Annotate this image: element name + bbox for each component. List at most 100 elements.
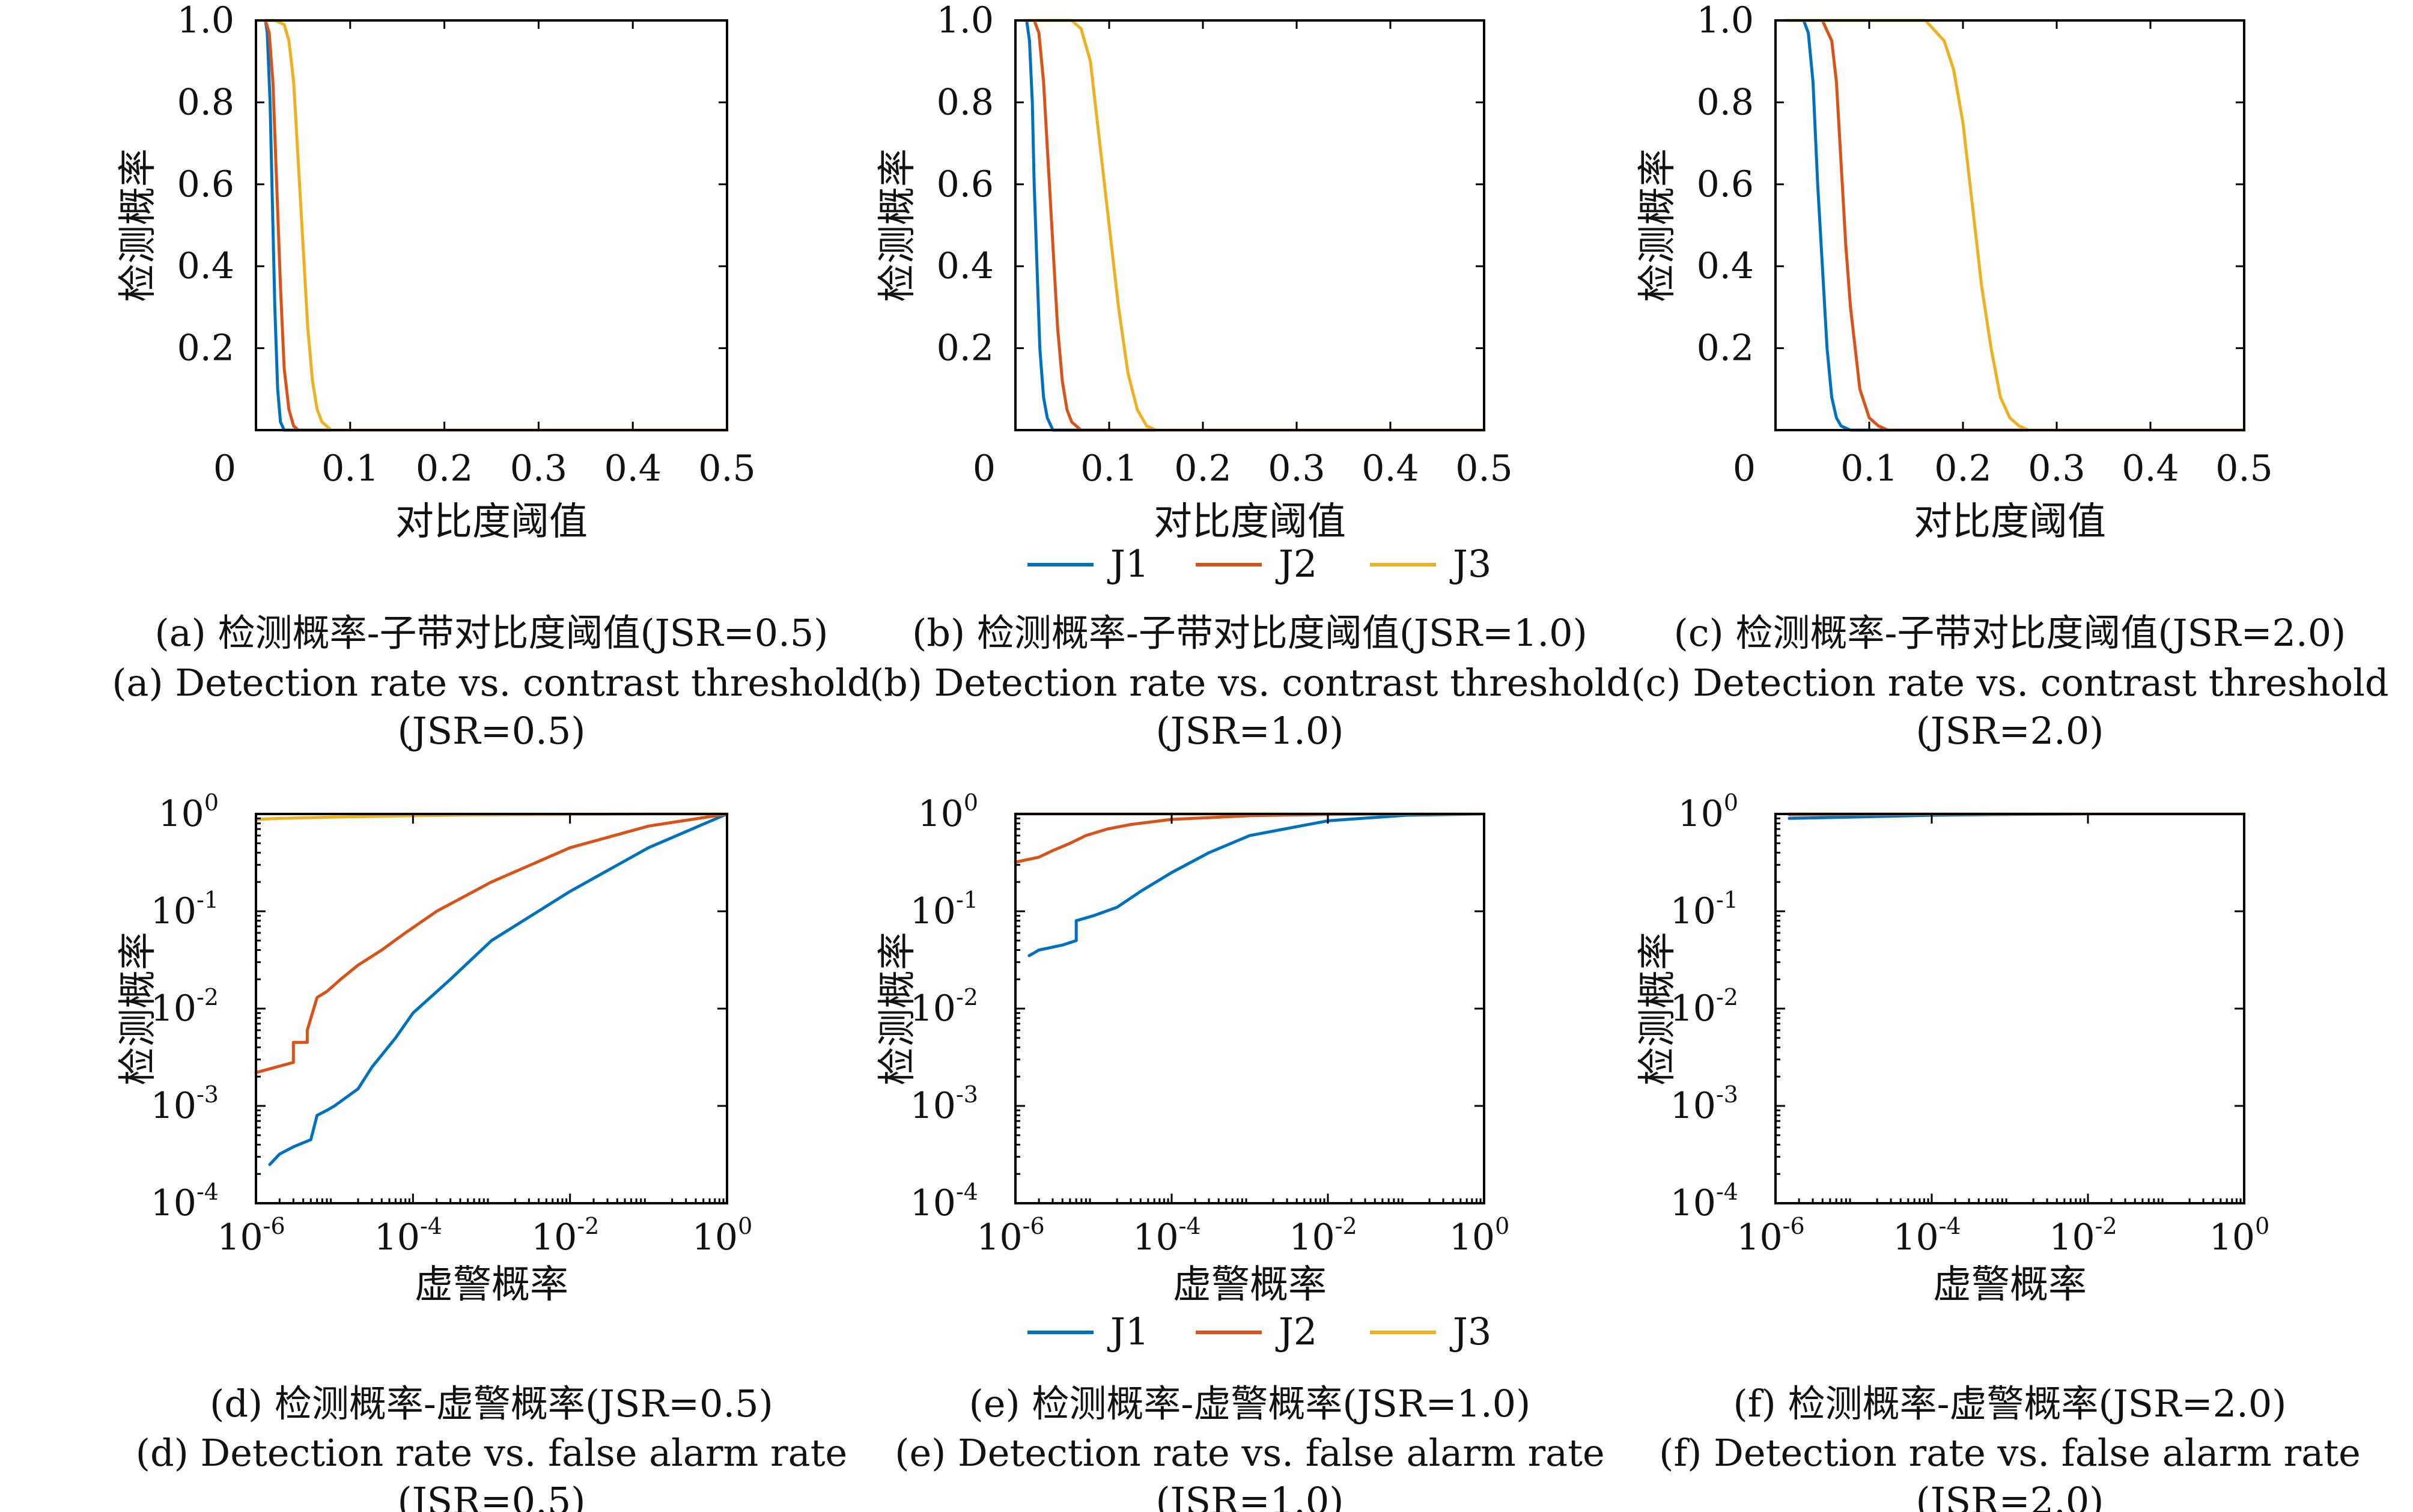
y-tick-label: 10-2 (1670, 984, 1738, 1030)
x-tick-label: 10-6 (217, 1213, 285, 1258)
axes-frame (255, 813, 728, 1204)
series-line-j2 (1023, 19, 1486, 432)
series-line-j1 (268, 812, 729, 1166)
y-tick-label: 10-1 (910, 887, 978, 932)
x-tick-label: 10-2 (1289, 1213, 1357, 1258)
y-tick-label: 10-4 (151, 1179, 219, 1224)
y-tick-label: 100 (917, 789, 978, 835)
y-tick-label: 0.4 (937, 245, 994, 287)
x-tick-label: 0.5 (1455, 448, 1512, 490)
caption-cn: (f) 检测概率-虚警概率(JSR=2.0) (1733, 1382, 2287, 1425)
y-tick-label: 0.8 (1697, 81, 1754, 123)
caption-en: (d) Detection rate vs. false alarm rate (136, 1431, 847, 1475)
y-axis-label: 检测概率 (116, 148, 160, 302)
caption-en-jsr: (JSR=1.0) (1156, 709, 1344, 753)
x-tick-label: 0.4 (2122, 448, 2179, 490)
y-tick-label: 0.4 (177, 245, 234, 287)
legend-label-j2: J2 (1275, 1310, 1317, 1353)
x-axis-label: 对比度阈值 (1154, 500, 1346, 544)
legend-label-j2: J2 (1275, 542, 1317, 586)
series-line-j1 (264, 19, 729, 432)
y-tick-label: 0.2 (937, 327, 994, 369)
x-tick-label: 10-4 (374, 1213, 442, 1258)
x-tick-label: 10-6 (1736, 1213, 1804, 1258)
chart-e: 10-6 10-4 10-2 10010-410-310-210-1100虚警概率检测… (875, 789, 1605, 1512)
y-tick-label: 100 (1678, 789, 1738, 835)
x-axis-label: 对比度阈值 (1914, 500, 2106, 544)
caption-en-jsr: (JSR=0.5) (398, 1479, 586, 1512)
caption-en: (b) Detection rate vs. contrast threshol… (869, 661, 1630, 705)
y-axis-label: 检测概率 (1636, 932, 1680, 1085)
legend: J1 J2 J3 (1027, 542, 1491, 586)
y-tick-label: 10-4 (1670, 1179, 1738, 1224)
series-line-j1 (1783, 19, 2246, 432)
y-axis-label: 检测概率 (875, 148, 920, 302)
y-tick-label: 100 (158, 789, 219, 835)
x-tick-label: 10-2 (531, 1213, 599, 1258)
caption-en: (c) Detection rate vs. contrast threshol… (1631, 661, 2388, 705)
y-tick-label: 10-4 (910, 1179, 978, 1224)
x-tick-label: 0.5 (698, 448, 755, 490)
chart-d: 10-6 10-4 10-2 10010-410-310-210-1100虚警概率检测… (116, 789, 847, 1512)
x-tick-label: 0.1 (1080, 448, 1137, 490)
x-tick-label: 0.2 (416, 448, 473, 490)
y-tick-label: 0.8 (177, 81, 234, 123)
axes-frame (1774, 813, 2245, 1204)
x-tick-label: 0.3 (510, 448, 567, 490)
caption-cn: (d) 检测概率-虚警概率(JSR=0.5) (210, 1382, 773, 1425)
series-line-j1 (1027, 812, 1486, 958)
x-tick-label: 10-4 (1133, 1213, 1200, 1258)
series-line-j2 (1783, 19, 2246, 432)
y-tick-label: 1.0 (177, 0, 234, 41)
series-line-j3 (264, 19, 729, 432)
y-axis-label: 检测概率 (116, 932, 160, 1085)
chart-b: 0 0.1 0.2 0.3 0.4 0.5 0.2 0.4 0.6 0.8 1.0 对比度阈值 检测概率… (869, 0, 1630, 753)
y-tick-label: 10-3 (151, 1081, 219, 1127)
y-tick-label: 0.8 (937, 81, 994, 123)
y-tick-label: 0.6 (1697, 163, 1754, 205)
series-line-j3 (1023, 19, 1486, 432)
legend-label-j1: J1 (1107, 542, 1149, 586)
x-axis-label: 虚警概率 (1933, 1263, 2087, 1307)
y-tick-label: 1.0 (1697, 0, 1754, 41)
axes-frame (1774, 19, 2245, 431)
x-tick-label: 100 (1449, 1213, 1510, 1258)
chart-f: 10-6 10-4 10-2 10010-410-310-210-1100虚警概率检测… (1636, 789, 2361, 1512)
chart-a: 0 0.1 0.2 0.3 0.4 0.5 0.2 0.4 0.6 0.8 1.0 对比度阈值 检测概率… (112, 0, 871, 753)
y-tick-label: 0.4 (1697, 245, 1754, 287)
y-tick-label: 0.2 (1697, 327, 1754, 369)
caption-en: (e) Detection rate vs. false alarm rate (895, 1431, 1604, 1475)
x-tick-label: 0.4 (1362, 448, 1419, 490)
y-tick-label: 10-1 (151, 887, 219, 932)
y-axis-label: 检测概率 (1636, 148, 1680, 302)
x-tick-label: 0.2 (1174, 448, 1231, 490)
x-tick-label: 0.1 (1840, 448, 1897, 490)
caption-en-jsr: (JSR=1.0) (1156, 1479, 1344, 1512)
x-tick-label: 0.2 (1934, 448, 1991, 490)
x-tick-label: 10-6 (976, 1213, 1044, 1258)
y-tick-label: 10-3 (910, 1081, 978, 1127)
legend-label-j3: J3 (1449, 542, 1491, 586)
y-tick-label: 10-1 (1670, 887, 1738, 932)
x-axis-label: 对比度阈值 (395, 500, 588, 544)
caption-cn: (b) 检测概率-子带对比度阈值(JSR=1.0) (912, 611, 1587, 655)
axes-frame (255, 19, 728, 431)
x-tick-label: 0.5 (2215, 448, 2272, 490)
caption-cn: (e) 检测概率-虚警概率(JSR=1.0) (969, 1382, 1531, 1425)
x-axis-label: 虚警概率 (415, 1263, 568, 1307)
x-tick-label: 0.4 (604, 448, 661, 490)
series-line-j3 (1783, 19, 2246, 432)
caption-en-jsr: (JSR=2.0) (1916, 709, 2104, 753)
caption-cn: (a) 检测概率-子带对比度阈值(JSR=0.5) (155, 611, 829, 655)
y-tick-label: 0.6 (937, 163, 994, 205)
caption-en: (a) Detection rate vs. contrast threshol… (112, 661, 871, 705)
y-tick-label: 10-3 (1670, 1081, 1738, 1127)
caption-en: (f) Detection rate vs. false alarm rate (1659, 1431, 2361, 1475)
caption-en-jsr: (JSR=2.0) (1916, 1479, 2104, 1512)
series-line-j2 (264, 19, 729, 432)
chart-c: 0 0.1 0.2 0.3 0.4 0.5 0.2 0.4 0.6 0.8 1.0 对比度阈值 检测概率… (1631, 0, 2388, 753)
y-tick-label: 1.0 (937, 0, 994, 41)
legend-label-j1: J1 (1107, 1310, 1149, 1353)
x-tick-label: 100 (692, 1213, 753, 1258)
